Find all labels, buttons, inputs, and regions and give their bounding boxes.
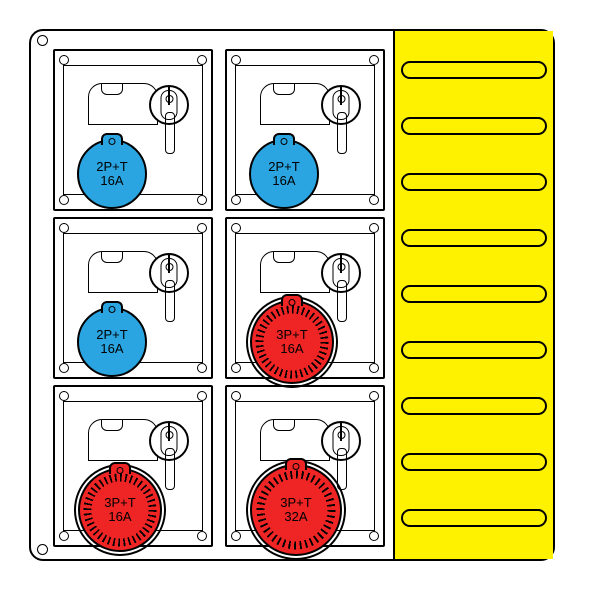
switch-window	[260, 83, 330, 125]
module-screw	[59, 55, 69, 65]
interlock-bar	[337, 112, 347, 154]
module-screw	[197, 55, 207, 65]
module-screw	[231, 391, 241, 401]
module-screw	[231, 531, 241, 541]
breaker-slot	[401, 173, 547, 191]
module-screw	[197, 223, 207, 233]
panel-screw	[37, 35, 48, 46]
module-screw	[59, 195, 69, 205]
module-faceplate: 3P+T 32A	[235, 401, 375, 531]
module-screw	[369, 55, 379, 65]
socket-cap: 3P+T 16A	[78, 468, 162, 552]
module-screw	[197, 531, 207, 541]
socket-hinge	[101, 133, 123, 145]
distribution-panel: 2P+T 16A 2P+T 16A 2P+T 16A 3P+T 16A 3P+T 16A…	[29, 29, 555, 561]
socket-module: 3P+T 16A	[225, 217, 385, 379]
switch-window	[260, 419, 330, 461]
socket-label: 3P+T 16A	[276, 328, 307, 355]
socket-label: 2P+T 16A	[268, 160, 299, 187]
socket-hinge	[281, 294, 303, 306]
switch-window	[260, 251, 330, 293]
socket-label: 3P+T 16A	[104, 496, 135, 523]
panel-screw	[37, 544, 48, 555]
socket-hinge	[101, 301, 123, 313]
breaker-slot	[401, 117, 547, 135]
breaker-slot	[401, 285, 547, 303]
interlock-bar	[165, 280, 175, 322]
switch-window	[88, 251, 158, 293]
module-screw	[369, 363, 379, 373]
breaker-slot	[401, 229, 547, 247]
socket-module: 3P+T 32A	[225, 385, 385, 547]
socket-hinge	[285, 458, 307, 470]
module-screw	[59, 363, 69, 373]
socket-module: 3P+T 16A	[53, 385, 213, 547]
module-screw	[369, 531, 379, 541]
module-faceplate: 2P+T 16A	[235, 65, 375, 195]
module-screw	[369, 195, 379, 205]
interlock-bar	[337, 280, 347, 322]
module-screw	[197, 391, 207, 401]
interlock-bar	[165, 112, 175, 154]
module-screw	[59, 531, 69, 541]
socket-module: 2P+T 16A	[53, 49, 213, 211]
breaker-slot	[401, 61, 547, 79]
module-faceplate: 3P+T 16A	[235, 233, 375, 363]
module-faceplate: 3P+T 16A	[63, 401, 203, 531]
breaker-slot	[401, 509, 547, 527]
socket-module: 2P+T 16A	[225, 49, 385, 211]
module-screw	[231, 195, 241, 205]
module-faceplate: 2P+T 16A	[63, 233, 203, 363]
socket-label: 3P+T 32A	[280, 496, 311, 523]
interlock-bar	[165, 448, 175, 490]
socket-label: 2P+T 16A	[96, 160, 127, 187]
diagram-stage: 2P+T 16A 2P+T 16A 2P+T 16A 3P+T 16A 3P+T 16A…	[0, 0, 600, 600]
socket-hinge	[273, 133, 295, 145]
breaker-slot	[401, 453, 547, 471]
module-faceplate: 2P+T 16A	[63, 65, 203, 195]
socket-hinge	[109, 462, 131, 474]
module-screw	[369, 223, 379, 233]
switch-window	[88, 419, 158, 461]
module-screw	[59, 391, 69, 401]
module-screw	[231, 55, 241, 65]
socket-label: 2P+T 16A	[96, 328, 127, 355]
socket-cap: 3P+T 32A	[250, 464, 342, 556]
socket-cap: 2P+T 16A	[249, 139, 319, 209]
socket-cap: 3P+T 16A	[250, 300, 334, 384]
breaker-slot	[401, 341, 547, 359]
module-screw	[231, 363, 241, 373]
socket-cap: 2P+T 16A	[77, 139, 147, 209]
socket-module: 2P+T 16A	[53, 217, 213, 379]
module-screw	[197, 363, 207, 373]
breaker-column	[393, 31, 553, 559]
module-screw	[197, 195, 207, 205]
breaker-slot	[401, 397, 547, 415]
switch-window	[88, 83, 158, 125]
module-screw	[59, 223, 69, 233]
module-screw	[231, 223, 241, 233]
module-screw	[369, 391, 379, 401]
socket-cap: 2P+T 16A	[77, 307, 147, 377]
